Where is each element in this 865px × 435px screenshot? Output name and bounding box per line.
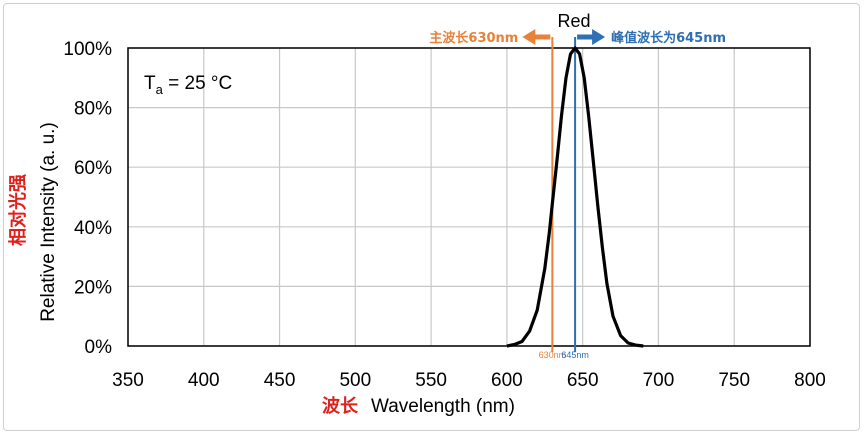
peak-tick-label: 645nm: [561, 350, 589, 360]
series-line-red: [506, 46, 644, 348]
x-tick-label: 600: [491, 370, 523, 391]
dominant-tick-label: 630nm: [539, 350, 567, 360]
y-axis-label: Relative Intensity (a. u.): [38, 122, 59, 322]
x-tick-label: 350: [112, 370, 144, 391]
y-axis-label-cn-group: 相对光强: [7, 174, 29, 246]
peak-arrow-icon: [592, 29, 606, 45]
condition-symbol: T: [144, 73, 156, 94]
x-axis-label: Wavelength (nm): [371, 396, 515, 417]
temperature-condition: Ta = 25 °C: [144, 73, 232, 97]
x-tick-label: 500: [339, 370, 371, 391]
y-tick-label: 20%: [74, 277, 112, 298]
series-label-red: Red: [557, 11, 590, 31]
y-tick-label: 40%: [74, 218, 112, 239]
x-tick-label: 650: [567, 370, 599, 391]
condition-value: = 25 °C: [163, 73, 232, 94]
y-tick-labels: 0% 20% 40% 60% 80% 100%: [63, 39, 112, 358]
x-tick-label: 550: [415, 370, 447, 391]
dominant-arrow-icon: [522, 29, 536, 45]
y-tick-label: 0%: [85, 337, 113, 358]
x-tick-label: 800: [794, 370, 826, 391]
x-tick-label: 700: [643, 370, 675, 391]
condition-subscript: a: [156, 82, 164, 97]
y-tick-label: 60%: [74, 158, 112, 179]
plot-area-border: [127, 47, 811, 347]
x-tick-label: 400: [188, 370, 220, 391]
x-tick-label: 450: [264, 370, 296, 391]
peak-label: 峰值波长为645nm: [611, 30, 726, 46]
y-axis-label-group: Relative Intensity (a. u.): [38, 122, 59, 322]
dominant-label: 主波长630nm: [429, 30, 518, 46]
x-tick-label: 750: [718, 370, 750, 391]
y-axis-label-cn: 相对光强: [7, 174, 29, 246]
wavelength-annotations: 630nm 主波长630nm 645nm 峰值波长为645nm: [429, 29, 726, 360]
y-tick-label: 80%: [74, 99, 112, 120]
x-axis-label-cn: 波长: [322, 395, 359, 417]
x-tick-labels: 350 400 450 500 550 600 650 700 750 800: [112, 370, 826, 391]
y-tick-label: 100%: [63, 39, 112, 60]
